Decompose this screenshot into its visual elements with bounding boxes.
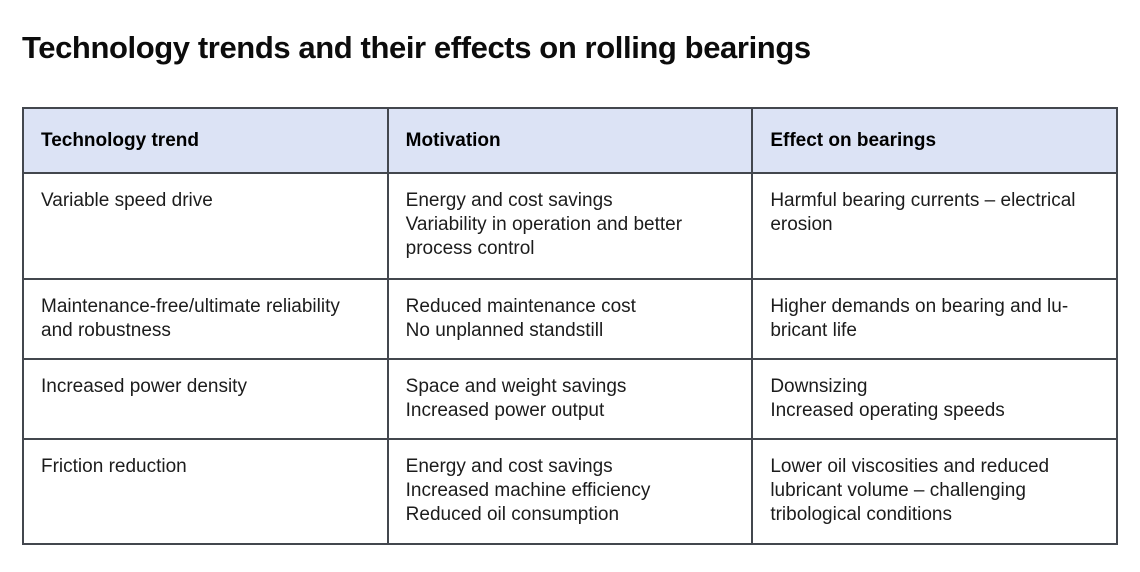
cell-effect: Harmful bearing currents – electrical er… [751, 172, 1118, 280]
cell-trend: Friction reduction [22, 438, 389, 545]
cell-line: Harmful bearing currents – electrical [770, 190, 1076, 211]
cell-line: Space and weight savings [405, 376, 627, 397]
table-row: Increased power density Space and weight… [22, 358, 1118, 440]
cell-line: Reduced maintenance cost [405, 296, 636, 317]
table-header-row: Technology trend Motivation Effect on be… [22, 107, 1118, 174]
cell-line: Increased machine efficiency [405, 480, 651, 501]
cell-line: lubricant volume – challenging [770, 480, 1026, 501]
cell-trend: Maintenance-free/ultimate reliability an… [22, 278, 389, 360]
table-row: Maintenance-free/ultimate reliability an… [22, 278, 1118, 360]
cell-line: Lower oil viscosities and reduced [770, 456, 1050, 477]
cell-line: Increased power density [41, 376, 247, 397]
cell-line: Energy and cost savings [405, 456, 613, 477]
cell-line: Maintenance-free/ultimate reliability [41, 296, 340, 317]
technology-trends-table: Technology trend Motivation Effect on be… [22, 107, 1118, 545]
cell-line: erosion [770, 214, 833, 235]
cell-line: and robustness [41, 320, 171, 341]
cell-line: Reduced oil consumption [405, 504, 620, 525]
header-effect-on-bearings: Effect on bearings [751, 107, 1118, 174]
cell-line: tribological conditions [770, 504, 952, 525]
cell-motivation: Space and weight savings Increased power… [386, 358, 754, 440]
cell-line: No unplanned standstill [405, 320, 604, 341]
table-row: Friction reduction Energy and cost savin… [22, 438, 1118, 545]
cell-motivation: Energy and cost savings Increased machin… [386, 438, 754, 545]
cell-motivation: Reduced maintenance cost No unplanned st… [386, 278, 754, 360]
cell-line: bricant life [770, 320, 857, 341]
cell-line: process control [405, 238, 535, 259]
cell-motivation: Energy and cost savings Variability in o… [386, 172, 754, 280]
cell-line: Downsizing [770, 376, 868, 397]
header-technology-trend: Technology trend [22, 107, 389, 174]
table-row: Variable speed drive Energy and cost sav… [22, 172, 1118, 280]
cell-line: Variability in operation and better [405, 214, 683, 235]
cell-line: Increased power output [405, 400, 605, 421]
cell-effect: Lower oil viscosities and reduced lubric… [751, 438, 1118, 545]
header-motivation: Motivation [386, 107, 754, 174]
cell-effect: Downsizing Increased operating speeds [751, 358, 1118, 440]
cell-line: Higher demands on bearing and lu- [770, 296, 1069, 317]
cell-trend: Increased power density [22, 358, 389, 440]
page-title: Technology trends and their effects on r… [22, 30, 811, 65]
cell-effect: Higher demands on bearing and lu- brican… [751, 278, 1118, 360]
cell-line: Energy and cost savings [405, 190, 613, 211]
cell-line: Increased operating speeds [770, 400, 1005, 421]
cell-line: Variable speed drive [41, 190, 213, 211]
cell-trend: Variable speed drive [22, 172, 389, 280]
cell-line: Friction reduction [41, 456, 187, 477]
